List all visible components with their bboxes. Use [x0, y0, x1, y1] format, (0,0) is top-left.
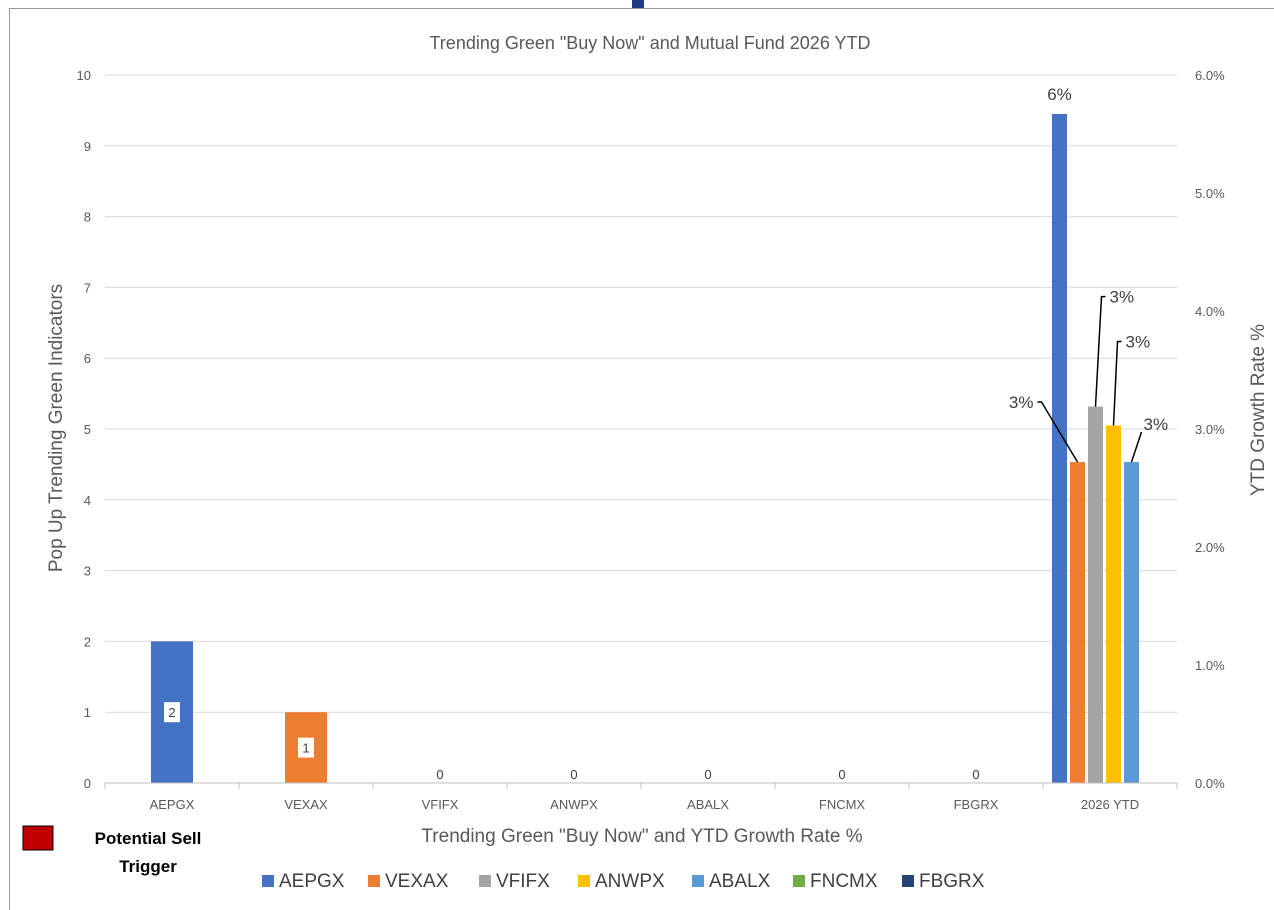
bars — [151, 113, 1139, 783]
axes: 0123456789100.0%1.0%2.0%3.0%4.0%5.0%6.0%… — [77, 68, 1226, 812]
header-accent — [632, 0, 644, 9]
legend: AEPGX VEXAX VFIFX ANWPX ABALX FNCMX FBGRX — [262, 871, 985, 892]
ytd-data-label: 3% — [1110, 288, 1135, 307]
ytd-bar — [1124, 462, 1139, 783]
y-tick-label: 2 — [84, 634, 91, 649]
x-tick-label: ABALX — [687, 797, 729, 812]
chart-frame — [9, 8, 1274, 910]
y-tick-label: 9 — [84, 139, 91, 154]
y2-tick-label: 3.0% — [1195, 422, 1225, 437]
x-tick-label: 2026 YTD — [1081, 797, 1139, 812]
y2-axis-title: YTD Growth Rate % — [1248, 324, 1269, 496]
sell-trigger-swatch — [22, 825, 54, 851]
x-tick-label: VFIFX — [422, 797, 459, 812]
y-axis-title: Pop Up Trending Green Indicators — [46, 284, 67, 572]
y-tick-label: 1 — [84, 705, 91, 720]
x-tick-label: AEPGX — [150, 797, 195, 812]
x-axis-title: Trending Green "Buy Now" and YTD Growth … — [421, 826, 862, 847]
indicator-label: 0 — [704, 767, 711, 782]
y-tick-label: 8 — [84, 210, 91, 225]
sell-trigger-note: Potential Sell Trigger — [22, 825, 202, 876]
y-tick-label: 5 — [84, 422, 91, 437]
legend-swatch — [692, 875, 704, 887]
indicator-label-box — [164, 702, 180, 723]
data-labels: 2 1 0 0 0 0 0 6% 3% 3% 3% 3% — [164, 85, 1168, 782]
y2-tick-label: 2.0% — [1195, 540, 1225, 555]
ytd-data-label: 3% — [1126, 332, 1151, 351]
y2-tick-label: 1.0% — [1195, 658, 1225, 673]
ytd-bar — [1106, 425, 1121, 783]
sell-trigger-line1: Potential Sell — [95, 829, 202, 848]
legend-label: FBGRX — [919, 871, 985, 892]
indicator-label: 0 — [972, 767, 979, 782]
legend-label: VFIFX — [496, 871, 550, 892]
y-tick-label: 3 — [84, 564, 91, 579]
ytd-data-label: 3% — [1144, 415, 1169, 434]
x-tick-label: VEXAX — [284, 797, 328, 812]
legend-swatch — [902, 875, 914, 887]
legend-swatch — [262, 875, 274, 887]
y-tick-label: 0 — [84, 776, 91, 791]
legend-label: ABALX — [709, 871, 771, 892]
y2-tick-label: 4.0% — [1195, 304, 1225, 319]
leader-line — [1094, 295, 1106, 407]
indicator-label-box — [298, 737, 314, 758]
y2-tick-label: 0.0% — [1195, 776, 1225, 791]
leader-line — [1112, 340, 1122, 426]
legend-label: AEPGX — [279, 871, 345, 892]
legend-swatch — [368, 875, 380, 887]
legend-swatch — [479, 875, 491, 887]
gridlines — [105, 74, 1177, 713]
y-tick-label: 4 — [84, 493, 91, 508]
chart-title: Trending Green "Buy Now" and Mutual Fund… — [429, 33, 870, 53]
legend-swatch — [578, 875, 590, 887]
ytd-data-label: 6% — [1047, 85, 1072, 104]
y2-tick-label: 6.0% — [1195, 68, 1225, 83]
x-tick-label: FNCMX — [819, 797, 866, 812]
y-tick-label: 7 — [84, 280, 91, 295]
y-tick-label: 6 — [84, 351, 91, 366]
indicator-label: 1 — [302, 741, 309, 756]
y2-tick-label: 5.0% — [1195, 186, 1225, 201]
indicator-label: 0 — [570, 767, 577, 782]
x-tick-label: ANWPX — [550, 797, 598, 812]
ytd-bar — [1052, 113, 1067, 783]
x-tick-label: FBGRX — [954, 797, 999, 812]
legend-label: VEXAX — [385, 871, 449, 892]
ytd-data-label: 3% — [1009, 393, 1034, 412]
ytd-bar — [1070, 462, 1085, 783]
indicator-label: 2 — [168, 705, 175, 720]
indicator-label: 0 — [838, 767, 845, 782]
ytd-bar — [1088, 406, 1103, 783]
indicator-label: 0 — [436, 767, 443, 782]
leader-line — [1130, 431, 1143, 463]
legend-label: ANWPX — [595, 871, 665, 892]
sell-trigger-line2: Trigger — [119, 857, 177, 876]
y-tick-label: 10 — [77, 68, 91, 83]
legend-label: FNCMX — [810, 871, 878, 892]
leader-line — [1037, 401, 1079, 463]
legend-swatch — [793, 875, 805, 887]
